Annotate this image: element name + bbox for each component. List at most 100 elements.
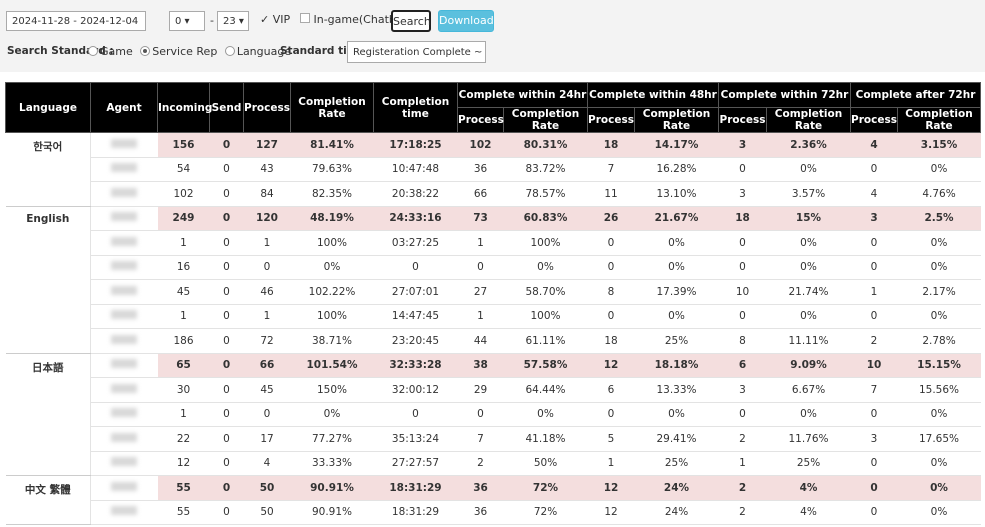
value-cell: 2 <box>718 475 767 501</box>
agent-cell <box>90 353 158 378</box>
value-cell: 12 <box>157 451 210 476</box>
vip-checkbox[interactable]: ✓ VIP <box>260 13 291 26</box>
value-cell: 32:33:28 <box>373 353 458 378</box>
value-cell: 4 <box>850 132 898 158</box>
value-cell: 7 <box>457 426 504 452</box>
column-header: Completion time <box>373 82 458 133</box>
value-cell: 72% <box>503 500 588 525</box>
radio[interactable] <box>224 46 235 56</box>
agent-cell <box>90 279 158 305</box>
agent-cell <box>90 377 158 403</box>
value-cell: 0 <box>209 230 244 256</box>
value-cell: 0 <box>209 353 244 378</box>
hour-to-select[interactable]: 23 ▾ <box>217 11 249 31</box>
group-header: Complete within 72hr <box>718 82 851 108</box>
radio-group: Game Service Rep Language <box>84 45 291 58</box>
value-cell: 45 <box>243 377 291 403</box>
value-cell: 33.33% <box>290 451 374 476</box>
value-cell: 100% <box>290 230 374 256</box>
value-cell: 22 <box>157 426 210 452</box>
agent-name-blurred <box>111 138 138 148</box>
value-cell: 2.17% <box>897 279 981 305</box>
value-cell: 54 <box>157 157 210 182</box>
value-cell: 26 <box>587 206 635 231</box>
report-table: Language Agent Incoming Send Process Completi… <box>5 82 982 525</box>
value-cell: 6 <box>587 377 635 403</box>
value-cell: 0 <box>209 132 244 158</box>
value-cell: 65 <box>157 353 210 378</box>
value-cell: 156 <box>157 132 210 158</box>
value-cell: 0 <box>587 230 635 256</box>
value-cell: 2 <box>718 500 767 525</box>
date-input[interactable]: 2024-11-28 - 2024-12-04 <box>6 11 146 31</box>
radio[interactable] <box>88 46 98 56</box>
hour-from: 0 <box>175 16 182 27</box>
value-cell: 0 <box>209 402 244 427</box>
search-button[interactable]: Search <box>391 10 431 32</box>
chatbot-checkbox[interactable]: In-game(Chatbot) <box>300 13 411 26</box>
column-header: Agent <box>90 82 158 133</box>
agent-row: 12 0 4 33.33% 27:27:57 2 50% 1 25% 1 25% 0 0% <box>6 451 981 476</box>
value-cell: 35:13:24 <box>373 426 458 452</box>
summary-row: 日本語 65 0 66 101.54% 32:33:28 38 57.58% 12 18.18% 6… <box>5 353 981 476</box>
value-cell: 90.91% <box>290 475 374 501</box>
value-cell: 0% <box>290 402 374 427</box>
value-cell: 4 <box>850 181 898 207</box>
value-cell: 27:07:01 <box>373 279 458 305</box>
value-cell: 72% <box>503 475 588 501</box>
value-cell: 102 <box>157 181 210 207</box>
value-cell: 73 <box>457 206 504 231</box>
agent-name-blurred <box>111 187 138 197</box>
sub-column-header: Completion Rate <box>766 107 851 133</box>
value-cell: 4.76% <box>897 181 981 207</box>
value-cell: 17:18:25 <box>373 132 458 158</box>
value-cell: 11 <box>587 181 635 207</box>
value-cell: 18 <box>718 206 767 231</box>
value-cell: 0 <box>718 304 767 329</box>
value-cell: 2 <box>850 328 898 354</box>
value-cell: 101.54% <box>290 353 374 378</box>
value-cell: 1 <box>243 304 291 329</box>
value-cell: 0% <box>766 402 851 427</box>
column-header: Language <box>5 82 91 133</box>
value-cell: 18:31:29 <box>373 500 458 525</box>
value-cell: 0 <box>850 402 898 427</box>
value-cell: 0% <box>897 451 981 476</box>
value-cell: 16.28% <box>634 157 719 182</box>
column-header: Completion Rate <box>290 82 374 133</box>
download-button[interactable]: Download <box>438 10 494 32</box>
sub-column-header: Process <box>587 107 635 133</box>
vip-label: VIP <box>272 13 291 26</box>
agent-row: 45 0 46 102.22% 27:07:01 27 58.70% 8 17.39% 10 21.… <box>6 279 981 305</box>
value-cell: 7 <box>850 377 898 403</box>
radio[interactable] <box>140 46 151 56</box>
value-cell: 8 <box>587 279 635 305</box>
value-cell: 78.57% <box>503 181 588 207</box>
agent-name-blurred <box>111 310 138 320</box>
hour-from-select[interactable]: 0 ▾ <box>169 11 205 31</box>
radio-label: Game <box>100 45 133 58</box>
value-cell: 10 <box>850 353 898 378</box>
column-header: Process <box>243 82 291 133</box>
value-cell: 55 <box>157 500 210 525</box>
value-cell: 3 <box>718 181 767 207</box>
value-cell: 3 <box>850 206 898 231</box>
value-cell: 79.63% <box>290 157 374 182</box>
value-cell: 84 <box>243 181 291 207</box>
standard-time-input[interactable]: Registeration Complete ~ Cer <box>347 41 486 63</box>
value-cell: 60.83% <box>503 206 588 231</box>
value-cell: 10 <box>718 279 767 305</box>
summary-row: 中文 繁體 55 0 50 90.91% 18:31:29 36 72% 12 24% 2 4% 0 0% <box>5 475 981 525</box>
value-cell: 0% <box>897 157 981 182</box>
radio-label: Service Rep <box>152 45 218 58</box>
value-cell: 0 <box>209 328 244 354</box>
value-cell: 0 <box>209 181 244 207</box>
value-cell: 0 <box>718 230 767 256</box>
agent-row: 1 0 1 100% 14:47:45 1 100% 0 0% 0 0% 0 0% <box>6 304 981 329</box>
value-cell: 150% <box>290 377 374 403</box>
agent-name-blurred <box>111 163 138 173</box>
value-cell: 0 <box>209 206 244 231</box>
value-cell: 0% <box>634 230 719 256</box>
value-cell: 0 <box>718 157 767 182</box>
